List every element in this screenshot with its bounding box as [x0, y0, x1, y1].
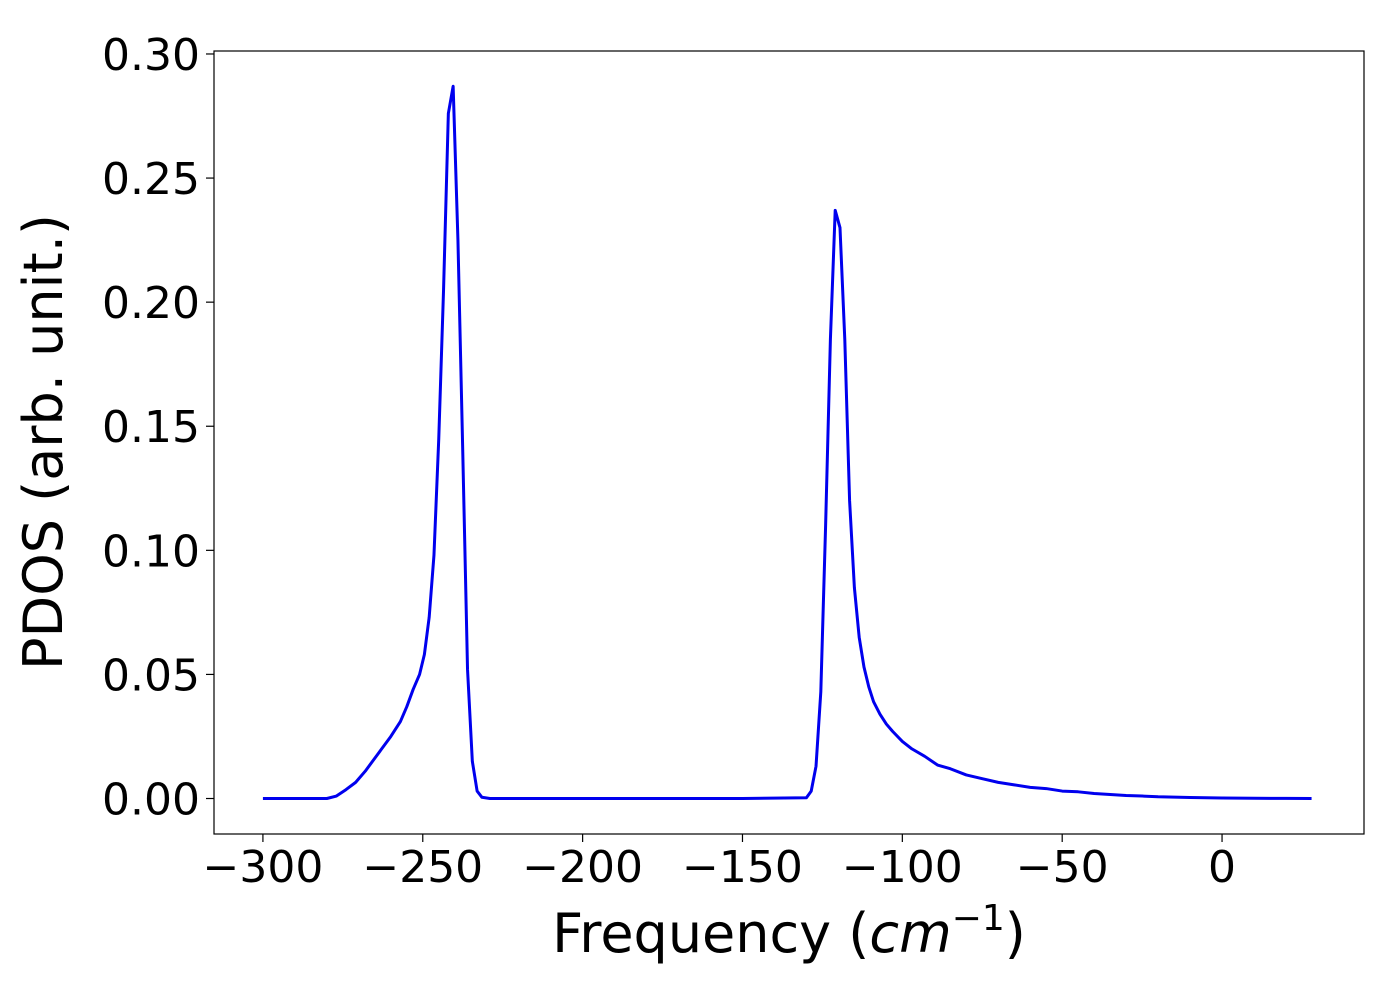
- y-tick-label: 0.10: [102, 526, 200, 577]
- x-tick-label: −200: [522, 842, 643, 893]
- x-tick-label: −300: [202, 842, 323, 893]
- x-label-text: ): [1005, 902, 1026, 965]
- y-tick-label: 0.05: [102, 650, 200, 701]
- x-label-exponent: −1: [952, 898, 1005, 939]
- y-tick-label: 0.25: [102, 154, 200, 205]
- x-label-unit: cm: [869, 902, 951, 965]
- x-tick-label: −150: [682, 842, 803, 893]
- x-tick-label: −250: [362, 842, 483, 893]
- y-tick-label: 0.20: [102, 278, 200, 329]
- y-tick-label: 0.15: [102, 402, 200, 453]
- y-tick-label: 0.00: [102, 775, 200, 826]
- x-tick-label: 0: [1208, 842, 1236, 893]
- x-tick-label: −100: [842, 842, 963, 893]
- x-axis-label: Frequency (cm−1): [552, 898, 1026, 965]
- data-line: [262, 84, 1312, 801]
- x-label-text: Frequency (: [552, 902, 869, 965]
- y-axis-label: PDOS (arb. unit.): [12, 214, 75, 670]
- x-tick-label: −50: [1016, 842, 1109, 893]
- y-tick-label: 0.30: [102, 30, 200, 81]
- plot-frame: [213, 50, 1365, 835]
